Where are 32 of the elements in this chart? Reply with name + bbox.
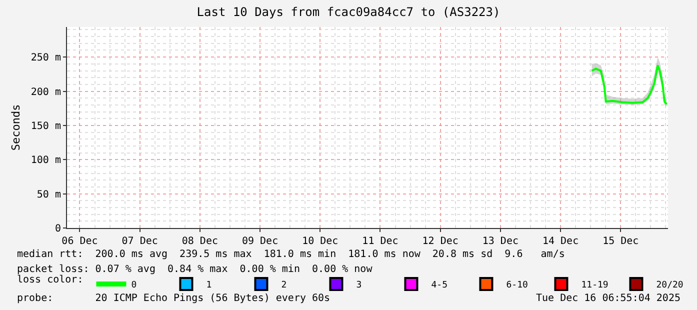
legend-label: 0 <box>131 280 137 291</box>
legend-label: 4-5 <box>431 280 448 291</box>
text: median rtt: 200.0 ms avg 239.5 ms max 181.0 ms min 181.0 ms now 20.8 ms sd 9.6 am/s <box>17 249 565 260</box>
text: packet loss: 0.07 % avg 0.84 % max 0.00 % min 0.00 % now <box>17 264 374 275</box>
legend-label: 2 <box>281 280 287 291</box>
legend-label: 20/20 <box>656 280 684 291</box>
text: Tue Dec 16 06:55:04 2025 <box>536 293 680 304</box>
x-tick-label: 06 Dec <box>62 236 98 247</box>
legend-label: 6-10 <box>506 280 528 291</box>
x-tick-label: 12 Dec <box>422 236 458 247</box>
x-tick-label: 13 Dec <box>482 236 518 247</box>
y-tick-label: 100 m <box>30 155 61 166</box>
y-tick-label: 0 <box>54 224 61 234</box>
y-tick-label: 200 m <box>30 86 61 98</box>
y-tick-label: 250 m <box>30 52 61 64</box>
x-tick-label: 07 Dec <box>122 236 158 247</box>
x-tick-label: 10 Dec <box>302 236 338 247</box>
legend-label: 3 <box>356 280 362 291</box>
text: probe: 20 ICMP Echo Pings (56 Bytes) every 60s <box>17 293 330 304</box>
x-tick-label: 15 Dec <box>602 236 639 247</box>
x-tick-label: 14 Dec <box>542 236 579 247</box>
x-tick-label: 11 Dec <box>362 236 398 247</box>
y-axis-title: Seconds <box>10 104 23 151</box>
legend-label: 11-19 <box>581 280 608 291</box>
x-tick-label: 09 Dec <box>242 236 278 247</box>
y-tick-label: 150 m <box>30 120 61 132</box>
line-series <box>590 64 668 106</box>
y-tick-label: 50 m <box>36 189 61 200</box>
legend-title: loss color: <box>17 274 84 286</box>
legend-label: 1 <box>206 280 212 291</box>
x-tick-label: 08 Dec <box>182 236 218 247</box>
chart-title: Last 10 Days from fcac09a84cc7 to (AS3223) <box>196 5 500 20</box>
